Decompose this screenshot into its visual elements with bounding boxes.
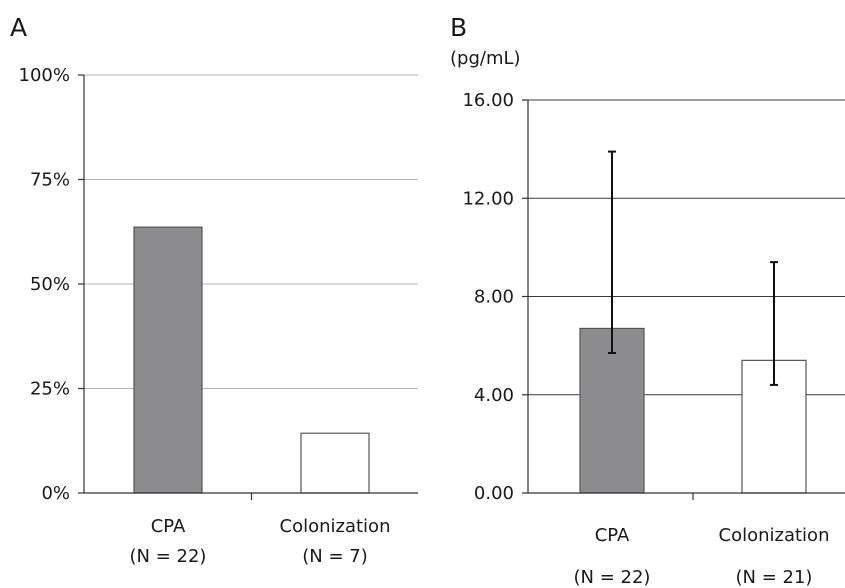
panel-b-y-tick-label: 4.00 <box>474 385 514 406</box>
panel-a-category-sublabel: (N = 22) <box>130 546 207 567</box>
panel-a: A 0% 25% 50% 75% 100% CPA (N = 22) Colonization… <box>10 13 418 567</box>
panel-b-error-bars <box>608 150 778 386</box>
panel-a-category-label: Colonization <box>280 516 391 537</box>
panel-a-bar-cpa <box>133 226 203 494</box>
panel-a-bars <box>133 226 370 494</box>
panel-b-y-tick-label: 8.00 <box>474 287 514 308</box>
panel-b-category-sublabel: (N = 22) <box>574 567 651 588</box>
panel-b-labels: 0.00 4.00 8.00 12.00 16.00 CPA (N = 22) Coloniz… <box>462 90 829 588</box>
panel-b-gridlines <box>528 99 845 396</box>
panel-b-bar-cpa <box>579 327 645 494</box>
panel-b-y-tick-label: 12.00 <box>462 188 514 209</box>
panel-b: B (pg/mL) 0.00 4.00 8.00 12.00 16.00 CPA (N = … <box>450 13 845 588</box>
panel-a-category-label: CPA <box>151 516 186 537</box>
panel-a-y-tick-label: 75% <box>30 170 70 191</box>
panel-a-y-tick-label: 50% <box>30 274 70 295</box>
panel-a-y-tick-label: 25% <box>30 379 70 400</box>
panel-a-labels: 0% 25% 50% 75% 100% CPA (N = 22) Colonization (N… <box>19 65 391 567</box>
panel-b-category-label: CPA <box>595 525 630 546</box>
panel-b-axes <box>522 99 845 500</box>
panel-a-category-sublabel: (N = 7) <box>302 546 368 567</box>
panel-a-letter: A <box>10 13 27 42</box>
panel-b-y-tick-label: 0.00 <box>474 483 514 504</box>
panel-b-unit-label: (pg/mL) <box>450 48 521 69</box>
panel-b-category-sublabel: (N = 21) <box>736 567 813 588</box>
panel-a-bar-colonization <box>300 432 370 494</box>
panel-b-letter: B <box>450 13 467 42</box>
panel-a-axes <box>78 74 418 500</box>
panel-a-y-tick-label: 0% <box>41 483 70 504</box>
panel-a-y-tick-label: 100% <box>19 65 70 86</box>
panel-b-y-tick-label: 16.00 <box>462 90 514 111</box>
panel-b-category-label: Colonization <box>719 525 830 546</box>
